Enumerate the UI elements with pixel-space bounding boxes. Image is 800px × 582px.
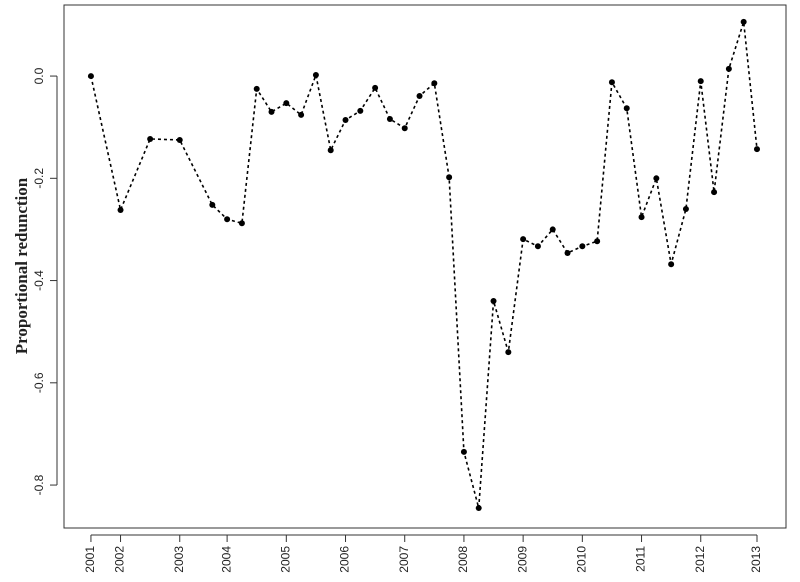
data-point — [268, 108, 275, 115]
data-point — [460, 448, 467, 455]
x-tick-label: 2010 — [575, 546, 589, 573]
data-point — [490, 298, 497, 305]
data-point — [209, 201, 216, 208]
data-point — [327, 147, 334, 154]
x-tick-label: 2006 — [338, 546, 352, 573]
data-point — [446, 174, 453, 181]
x-tick-label: 2004 — [219, 546, 233, 573]
data-point — [638, 214, 645, 221]
data-point — [401, 125, 408, 132]
data-point — [283, 100, 290, 107]
y-axis-label: Proportional redunction — [12, 177, 31, 354]
data-point — [564, 249, 571, 256]
data-point — [520, 236, 527, 243]
data-point — [682, 205, 689, 212]
y-tick-label: 0.0 — [32, 67, 46, 84]
data-point — [740, 18, 747, 25]
x-tick-label: 2009 — [515, 546, 529, 573]
data-point — [431, 80, 438, 87]
data-point — [238, 220, 245, 227]
data-point — [147, 135, 154, 142]
x-tick-label: 2005 — [278, 546, 292, 573]
data-point — [653, 175, 660, 182]
data-point — [253, 85, 260, 92]
x-tick-label: 2013 — [749, 546, 763, 573]
data-point — [668, 261, 675, 268]
data-point — [87, 73, 94, 80]
data-line — [90, 21, 758, 509]
x-tick-label: 2011 — [634, 546, 648, 572]
data-point — [579, 243, 586, 250]
data-point — [117, 207, 124, 214]
data-point — [697, 78, 704, 85]
data-point — [357, 107, 364, 114]
data-point — [372, 84, 379, 91]
data-point — [416, 93, 423, 100]
x-tick-label: 2012 — [693, 546, 707, 573]
data-point — [224, 216, 231, 223]
data-point — [711, 189, 718, 196]
data-point — [505, 349, 512, 356]
y-tick-label: -0.4 — [32, 270, 46, 291]
data-point — [623, 105, 630, 112]
data-point — [594, 238, 601, 245]
y-tick-label: -0.8 — [32, 474, 46, 495]
data-point — [298, 111, 305, 118]
x-tick-label: 2007 — [397, 546, 411, 573]
x-tick-label: 2002 — [113, 546, 127, 573]
data-point — [312, 72, 319, 79]
data-point — [608, 79, 615, 86]
x-tick-label: 2003 — [172, 546, 186, 573]
y-tick-label: -0.6 — [32, 372, 46, 393]
data-point — [342, 117, 349, 124]
data-point — [753, 146, 760, 153]
x-tick-label: 2001 — [83, 546, 97, 573]
x-tick-label: 2008 — [456, 546, 470, 573]
data-point — [534, 243, 541, 250]
y-tick-label: -0.2 — [32, 168, 46, 189]
data-point — [176, 136, 183, 143]
data-point — [549, 226, 556, 233]
data-point — [386, 116, 393, 123]
data-point — [475, 505, 482, 512]
plot-frame — [63, 4, 787, 529]
data-point — [725, 65, 732, 72]
